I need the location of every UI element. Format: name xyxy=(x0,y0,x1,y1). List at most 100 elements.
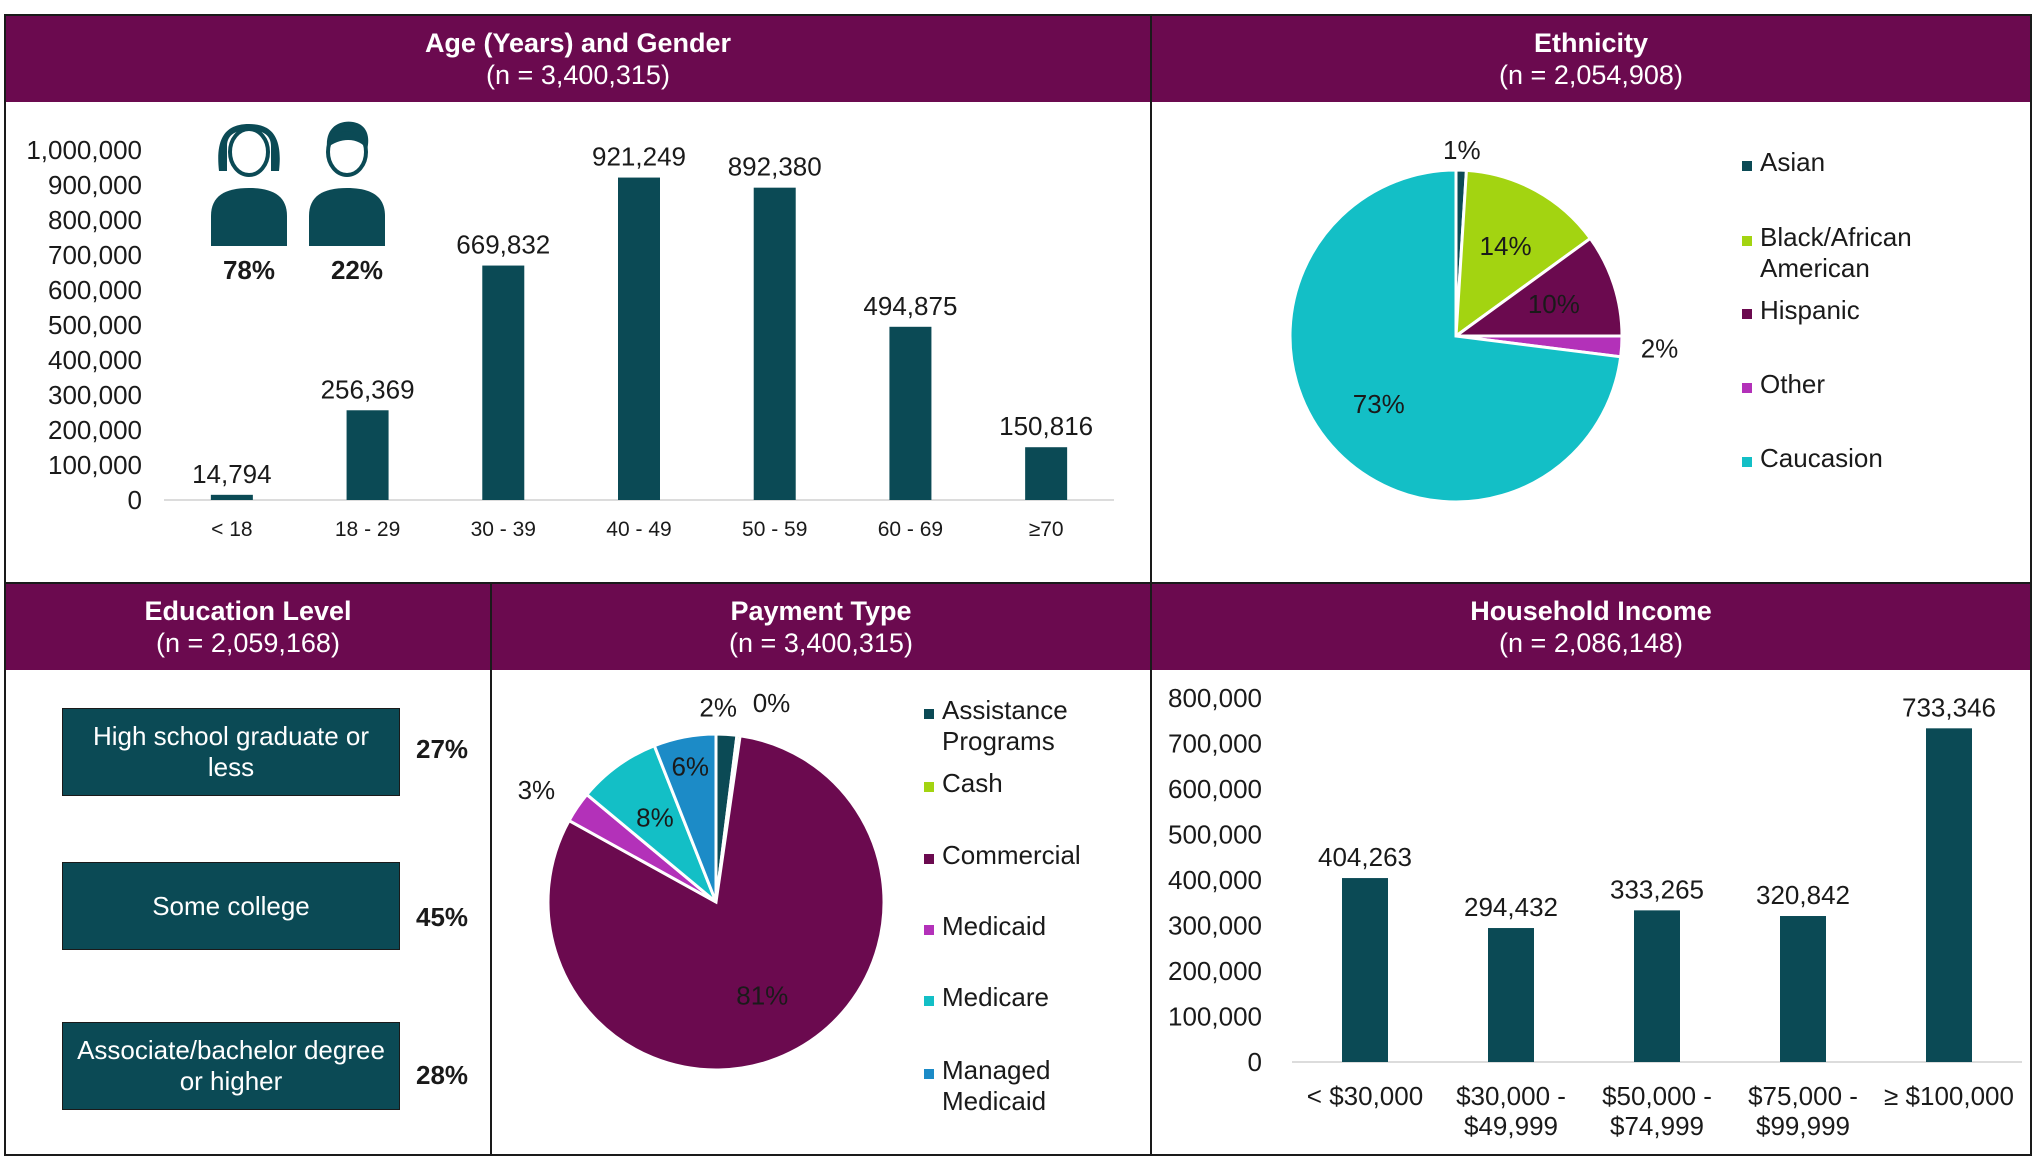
female-pct: 78% xyxy=(223,255,275,285)
male-pct: 22% xyxy=(331,255,383,285)
y-tick-label: 600,000 xyxy=(48,275,142,305)
education-level-pct: 27% xyxy=(416,734,469,764)
bar-value-label: 150,816 xyxy=(999,411,1093,441)
ethnicity-panel: Ethnicity (n = 2,054,908) 1% 14% 10% 2% 73% A… xyxy=(1150,14,2032,584)
education-level-pct: 45% xyxy=(416,902,469,932)
pie-slice xyxy=(652,732,718,903)
y-tick-label: 400,000 xyxy=(48,345,142,375)
payment-panel-title: Payment Type xyxy=(730,596,912,626)
legend-label: Medicaid xyxy=(942,911,1046,941)
bar-value-label: 733,346 xyxy=(1902,692,1996,722)
legend-label: Medicaid xyxy=(942,1086,1046,1116)
female-person-icon xyxy=(211,124,287,246)
ethnicity-panel-n: (n = 2,054,908) xyxy=(1499,60,1683,90)
legend-swatch xyxy=(924,709,934,719)
age-panel-header: Age (Years) and Gender (n = 3,400,315) xyxy=(6,16,1150,102)
pie-value-label: 0% xyxy=(753,688,791,718)
legend-label: Managed xyxy=(942,1055,1050,1085)
x-tick-label: $30,000 - xyxy=(1456,1081,1566,1111)
x-tick-label: < $30,000 xyxy=(1307,1081,1423,1111)
pie-value-label: 2% xyxy=(699,693,737,723)
pie-value-label: 81% xyxy=(736,980,788,1010)
y-tick-label: 500,000 xyxy=(1168,820,1262,850)
bar xyxy=(618,177,660,500)
bar xyxy=(1634,910,1680,1062)
bar xyxy=(1342,878,1388,1062)
pie-slice xyxy=(1454,168,1593,340)
bar-value-label: 333,265 xyxy=(1610,874,1704,904)
y-tick-label: 200,000 xyxy=(48,415,142,445)
y-tick-label: 900,000 xyxy=(48,170,142,200)
bar xyxy=(1025,447,1068,500)
bar xyxy=(1926,728,1972,1062)
x-tick-label: $75,000 - xyxy=(1748,1081,1858,1111)
legend-label: Medicare xyxy=(942,982,1049,1012)
legend-label: American xyxy=(1760,253,1870,283)
pie-value-label: 73% xyxy=(1353,389,1405,419)
pie-slice xyxy=(1451,236,1624,338)
y-tick-label: 300,000 xyxy=(48,380,142,410)
x-tick-label: ≥ $100,000 xyxy=(1884,1081,2014,1111)
bar-value-label: 294,432 xyxy=(1464,892,1558,922)
legend-label: Other xyxy=(1760,369,1825,399)
bar-value-label: 320,842 xyxy=(1756,880,1850,910)
legend-label: Asian xyxy=(1760,147,1825,177)
y-tick-label: 100,000 xyxy=(1168,1002,1262,1032)
legend-swatch xyxy=(1742,309,1752,319)
x-tick-label: 40 - 49 xyxy=(606,518,671,541)
legend-label: Caucasion xyxy=(1760,443,1883,473)
legend-label: Black/African xyxy=(1760,222,1912,252)
income-panel-title: Household Income xyxy=(1470,596,1712,626)
pie-value-label: 6% xyxy=(671,752,709,782)
income-panel: Household Income (n = 2,086,148) 0 100,00… xyxy=(1150,582,2032,1156)
y-tick-label: 800,000 xyxy=(1168,683,1262,713)
y-tick-label: 0 xyxy=(128,485,142,515)
bar-value-label: 14,794 xyxy=(192,459,272,489)
payment-panel-n: (n = 3,400,315) xyxy=(729,628,913,658)
legend-label: Programs xyxy=(942,726,1055,756)
payment-panel-header: Payment Type (n = 3,400,315) xyxy=(492,584,1150,670)
y-tick-label: 300,000 xyxy=(1168,911,1262,941)
pie-value-label: 8% xyxy=(636,803,674,833)
x-tick-label: ≥70 xyxy=(1029,518,1064,541)
income-panel-header: Household Income (n = 2,086,148) xyxy=(1152,584,2030,670)
education-panel: Education Level (n = 2,059,168) High sch… xyxy=(4,582,492,1156)
legend-swatch xyxy=(924,996,934,1006)
age-panel-n: (n = 3,400,315) xyxy=(486,60,670,90)
y-tick-label: 700,000 xyxy=(48,240,142,270)
x-tick-label: $50,000 - xyxy=(1602,1081,1712,1111)
pie-slice xyxy=(546,734,886,1072)
bar xyxy=(482,265,525,500)
legend-label: Hispanic xyxy=(1760,295,1860,325)
age-gender-panel: Age (Years) and Gender (n = 3,400,315) 7… xyxy=(4,14,1152,584)
y-tick-label: 400,000 xyxy=(1168,865,1262,895)
pie-slice xyxy=(1288,168,1623,504)
x-tick-label: 18 - 29 xyxy=(335,518,400,541)
age-bar-chart: 78% 22% 0 100,000 200,000 300,000 400,000 500… xyxy=(26,121,1114,541)
ethnicity-panel-title: Ethnicity xyxy=(1533,28,1648,58)
bar-value-label: 256,369 xyxy=(321,374,415,404)
y-tick-label: 800,000 xyxy=(48,205,142,235)
bar xyxy=(210,494,253,500)
x-tick-label: < 18 xyxy=(211,518,252,541)
payment-panel: Payment Type (n = 3,400,315) 2% 0% 81% 3% 8%… xyxy=(490,582,1152,1156)
legend-swatch xyxy=(1742,236,1752,246)
age-panel-title: Age (Years) and Gender xyxy=(424,28,732,58)
y-tick-label: 500,000 xyxy=(48,310,142,340)
y-tick-label: 200,000 xyxy=(1168,956,1262,986)
male-person-icon xyxy=(309,121,385,246)
bar xyxy=(889,326,932,500)
income-panel-n: (n = 2,086,148) xyxy=(1499,628,1683,658)
legend-label: Cash xyxy=(942,768,1003,798)
x-tick-label: 30 - 39 xyxy=(471,518,536,541)
education-level-box: High school graduate or less xyxy=(62,708,400,796)
bar-value-label: 494,875 xyxy=(863,291,957,321)
legend-swatch xyxy=(1742,457,1752,467)
bar-value-label: 669,832 xyxy=(456,230,550,260)
y-tick-label: 600,000 xyxy=(1168,774,1262,804)
education-panel-header: Education Level (n = 2,059,168) xyxy=(6,584,490,670)
pie-value-label: 3% xyxy=(518,775,556,805)
pie-value-label: 10% xyxy=(1528,289,1580,319)
